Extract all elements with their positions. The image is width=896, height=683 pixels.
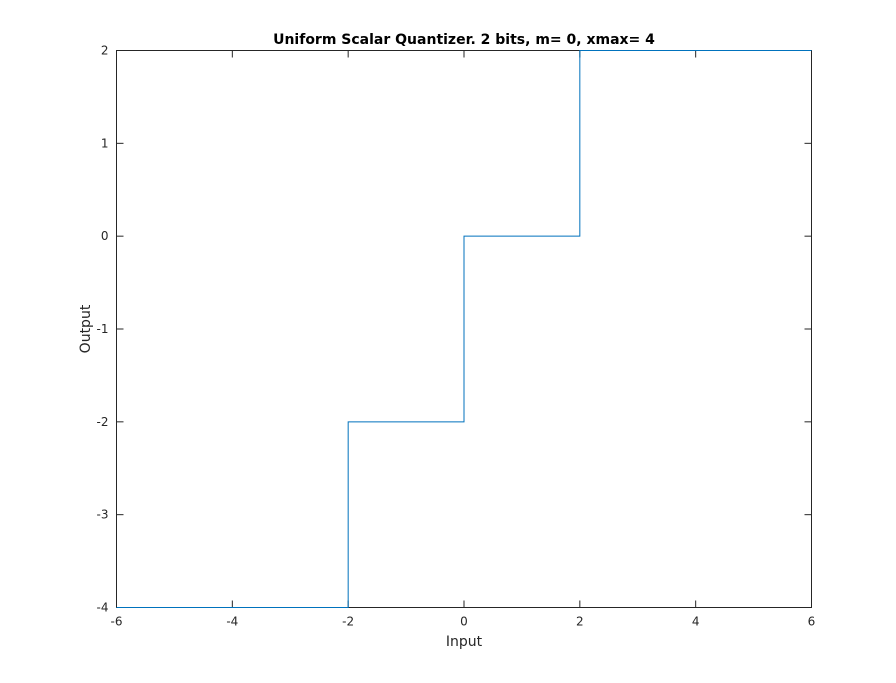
x-axis-label: Input	[446, 634, 483, 650]
y-axis-label: Output	[78, 304, 94, 353]
chart-title: Uniform Scalar Quantizer. 2 bits, m= 0, …	[273, 32, 655, 48]
x-tick-label: -2	[342, 615, 354, 629]
x-tick-label: 4	[692, 615, 700, 629]
y-tick-label: -3	[97, 508, 109, 522]
y-tick-label: 2	[101, 44, 109, 58]
series-layer	[116, 50, 812, 608]
x-tick-label: -6	[111, 615, 123, 629]
x-tick-label: 2	[576, 615, 584, 629]
x-tick-label: -4	[226, 615, 238, 629]
y-tick-label: 0	[101, 229, 109, 243]
y-tick-label: -2	[97, 415, 109, 429]
y-tick-label: 1	[101, 136, 109, 150]
y-tick-label: -1	[97, 322, 109, 336]
quantizer-step-line	[116, 50, 812, 608]
y-tick-label: -4	[97, 601, 109, 615]
x-tick-label: 0	[460, 615, 468, 629]
x-tick-label: 6	[808, 615, 816, 629]
